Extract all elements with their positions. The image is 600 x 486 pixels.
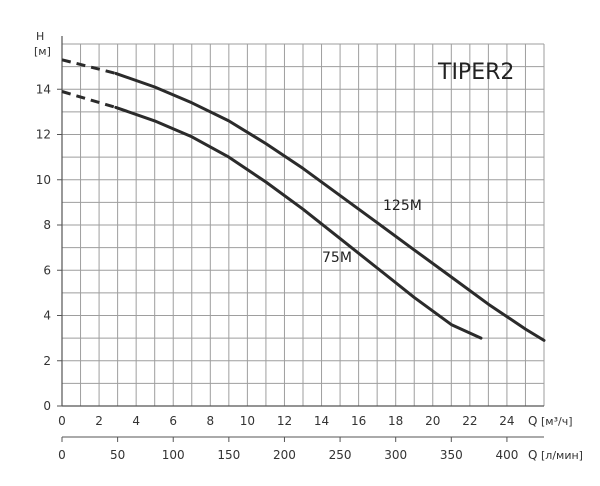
- y-tick-label: 14: [36, 82, 51, 96]
- chart-title: TIPER2: [437, 60, 514, 85]
- y-tick-label: 10: [36, 173, 51, 187]
- series-75m-curve: [114, 105, 483, 340]
- y-tick-label: 2: [43, 354, 51, 368]
- x-axis-symbol: Q: [528, 414, 537, 428]
- x-secondary-tick-label: 250: [329, 448, 352, 462]
- x-tick-label: 18: [388, 414, 403, 428]
- y-axis-unit: [м]: [34, 45, 51, 58]
- series-curves: [61, 58, 546, 342]
- y-tick-label: 4: [43, 309, 51, 323]
- x-tick-label: 10: [240, 414, 255, 428]
- grid: [61, 43, 545, 407]
- series-75m-dashed: [61, 90, 117, 109]
- y-tick-label: 0: [43, 399, 51, 413]
- x-secondary-tick-label: 300: [384, 448, 407, 462]
- x-tick-label: 14: [314, 414, 329, 428]
- x-secondary-tick-label: 0: [58, 448, 66, 462]
- x-tick-label: 0: [58, 414, 66, 428]
- y-tick-label: 6: [43, 263, 51, 277]
- x-tick-label: 8: [206, 414, 214, 428]
- x-tick-label: 24: [499, 414, 514, 428]
- x-secondary-tick-label: 400: [495, 448, 518, 462]
- x-secondary-tick-label: 200: [273, 448, 296, 462]
- y-tick-label: 12: [36, 128, 51, 142]
- series-label-125m: 125M: [383, 198, 422, 214]
- x-secondary-tick-label: 50: [110, 448, 125, 462]
- x-tick-label: 4: [132, 414, 140, 428]
- x-tick-label: 20: [425, 414, 440, 428]
- series-label-75m: 75M: [322, 250, 352, 266]
- x-tick-label: 22: [462, 414, 477, 428]
- x-tick-label: 2: [95, 414, 103, 428]
- x-tick-label: 12: [277, 414, 292, 428]
- y-tick-label: 8: [43, 218, 51, 232]
- x-secondary-tick-label: 100: [162, 448, 185, 462]
- x-secondary-tick-label: 350: [440, 448, 463, 462]
- series-125m-dashed: [61, 58, 117, 75]
- x-secondary-tick-label: 150: [217, 448, 240, 462]
- x-tick-label: 6: [169, 414, 177, 428]
- x-axis-unit: [м³/ч]: [541, 415, 573, 428]
- x-tick-label: 16: [351, 414, 366, 428]
- y-axis-symbol: H: [36, 30, 44, 43]
- series-125m-curve: [114, 71, 546, 342]
- x-secondary-unit: [л/мин]: [541, 449, 583, 462]
- x-secondary-symbol: Q: [528, 448, 537, 462]
